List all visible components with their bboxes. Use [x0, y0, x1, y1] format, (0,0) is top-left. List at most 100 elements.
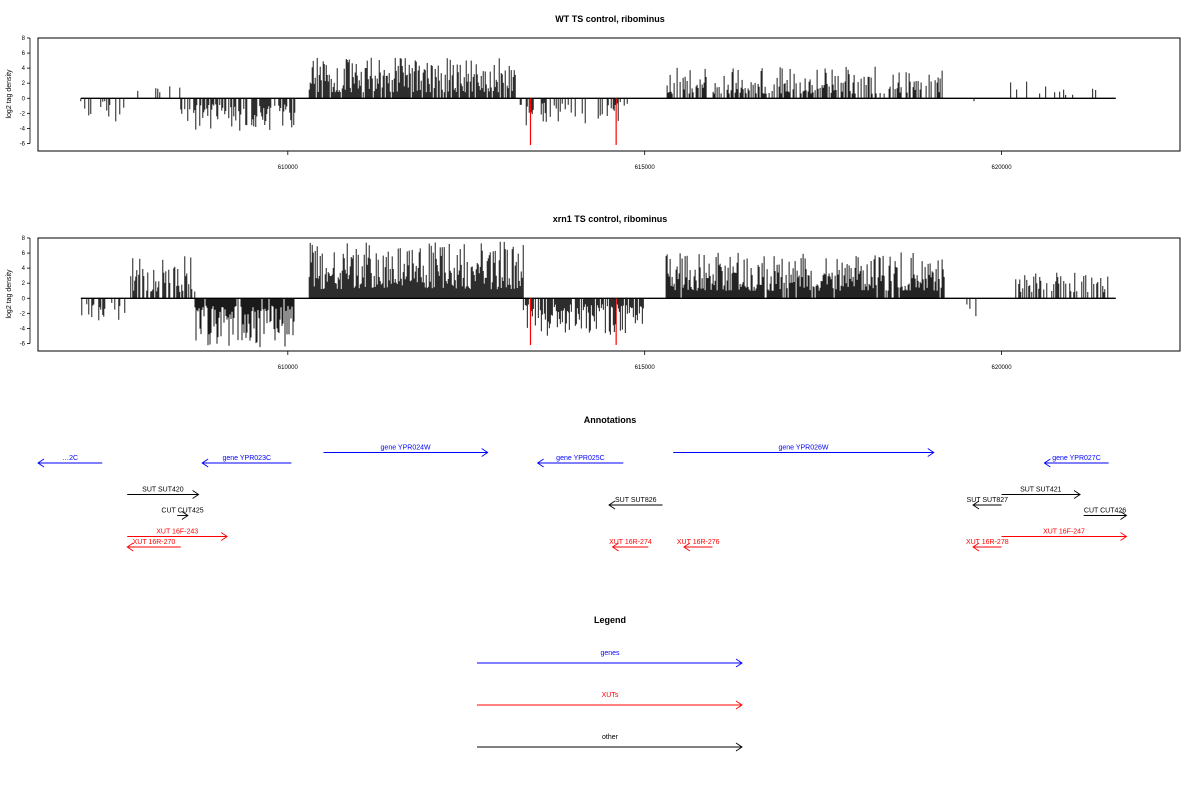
y-tick-label: 8	[22, 36, 26, 42]
feature-label: gene YPR024W	[381, 445, 431, 452]
feature-label: XUT 16R-278	[966, 539, 1009, 546]
y-tick-label: 4	[22, 66, 26, 72]
annotation-feature: XUT 16R-276	[677, 539, 720, 552]
arrowhead	[1073, 490, 1081, 499]
xrn1-plot-frame	[37, 237, 1181, 352]
x-tick-label: 610000	[278, 165, 299, 171]
feature-label: CUT CUT425	[161, 508, 203, 515]
arrowhead	[735, 658, 743, 668]
annotation-feature: SUT SUT421	[1001, 487, 1081, 499]
annotation-feature: XUT 16F-247	[1001, 529, 1128, 541]
annotation-feature: gene YPR023C	[201, 455, 292, 468]
x-tick-label: 615000	[635, 365, 656, 371]
y-tick-label: -4	[20, 126, 26, 132]
legend: Legend genes XUTs other	[477, 615, 743, 752]
feature-label: CUT CUT426	[1084, 508, 1126, 515]
wt-panel-title: WT TS control, ribominus	[555, 14, 665, 24]
wt-y-axis-label: log2 tag density	[6, 69, 13, 119]
annotation-feature: XUT 16R-278	[966, 539, 1009, 552]
arrowhead	[201, 458, 209, 468]
arrowhead	[536, 458, 544, 468]
annotation-feature: CUT CUT425	[161, 508, 204, 520]
xrn1-x-axis: 610000 615000 620000	[278, 351, 1012, 371]
arrowhead	[192, 490, 200, 499]
y-tick-label: 0	[22, 96, 26, 102]
feature-label: SUT SUT421	[1020, 487, 1062, 494]
annotation-feature: …2C	[37, 455, 103, 468]
annotation-feature: CUT CUT426	[1083, 508, 1128, 520]
feature-label: XUT 16F-243	[156, 529, 198, 536]
feature-label: gene YPR025C	[556, 455, 605, 462]
x-tick-label: 620000	[992, 365, 1013, 371]
xrn1-panel-title: xrn1 TS control, ribominus	[553, 214, 668, 224]
annotation-feature: XUT 16F-243	[127, 529, 228, 541]
wt-coverage-panel: WT TS control, ribominus log2 tag densit…	[6, 14, 1181, 171]
wt-plot-frame	[37, 37, 1181, 152]
feature-label: gene YPR023C	[223, 455, 272, 462]
x-tick-label: 620000	[992, 165, 1013, 171]
legend-item: genes	[477, 650, 743, 668]
y-tick-label: 4	[22, 266, 26, 272]
wt-coverage-bars	[80, 57, 1116, 145]
arrowhead	[611, 542, 619, 552]
arrowhead	[37, 458, 45, 468]
legend-item: other	[477, 734, 743, 752]
legend-item: XUTs	[477, 692, 743, 710]
arrowhead	[1043, 458, 1051, 468]
arrowhead	[126, 542, 134, 552]
xrn1-coverage-panel: xrn1 TS control, ribominus log2 tag dens…	[6, 214, 1181, 371]
annotation-feature: SUT SUT826	[608, 497, 663, 510]
y-tick-label: -2	[20, 111, 26, 117]
legend-item-label: XUTs	[602, 692, 619, 699]
arrowhead	[972, 500, 980, 510]
annotation-feature: gene YPR027C	[1043, 455, 1109, 468]
y-tick-label: 6	[22, 51, 26, 57]
annotation-feature: gene YPR024W	[323, 445, 489, 457]
legend-title: Legend	[594, 615, 626, 625]
wt-y-axis: 8 6 4 2 0 -2 -4 -6	[20, 36, 31, 147]
x-tick-label: 610000	[278, 365, 299, 371]
arrowhead	[481, 448, 489, 457]
y-tick-label: 2	[22, 281, 26, 287]
annotation-feature: XUT 16R-274	[609, 539, 652, 552]
feature-label: XUT 16R-270	[133, 539, 176, 546]
feature-label: XUT 16R-276	[677, 539, 720, 546]
annotation-feature: XUT 16R-270	[126, 539, 181, 552]
xrn1-coverage-bars	[80, 241, 1116, 348]
feature-label: XUT 16R-274	[609, 539, 652, 546]
feature-label: SUT SUT827	[967, 497, 1009, 504]
y-tick-label: 6	[22, 251, 26, 257]
wt-x-axis: 610000 615000 620000	[278, 151, 1012, 171]
feature-label: gene YPR026W	[778, 445, 828, 452]
annotation-feature: SUT SUT827	[967, 497, 1009, 510]
feature-label: XUT 16F-247	[1043, 529, 1085, 536]
arrowhead	[735, 700, 743, 710]
feature-label: gene YPR027C	[1052, 455, 1101, 462]
arrowhead	[608, 500, 616, 510]
arrowhead	[683, 542, 691, 552]
y-tick-label: 0	[22, 296, 26, 302]
arrowhead	[735, 742, 743, 752]
y-tick-label: 8	[22, 236, 26, 242]
arrowhead	[972, 542, 980, 552]
annotation-features: …2C gene YPR023C gene YPR024W gene YPR025C g…	[37, 445, 1128, 552]
xrn1-y-axis: 8 6 4 2 0 -2 -4 -6	[20, 236, 31, 347]
arrowhead	[1120, 532, 1128, 541]
annotation-feature: gene YPR025C	[536, 455, 624, 468]
feature-label: SUT SUT420	[142, 487, 184, 494]
annotation-track: Annotations …2C gene YPR023C gene YPR024W g…	[37, 415, 1128, 552]
annotation-feature: SUT SUT420	[127, 487, 200, 499]
arrowhead	[927, 448, 935, 457]
y-tick-label: -4	[20, 326, 26, 332]
y-tick-label: 2	[22, 81, 26, 87]
arrowhead	[181, 511, 189, 520]
xrn1-y-axis-label: log2 tag density	[6, 269, 13, 319]
annotation-feature: gene YPR026W	[673, 445, 935, 457]
feature-label: SUT SUT826	[615, 497, 657, 504]
y-tick-label: -2	[20, 311, 26, 317]
arrowhead	[220, 532, 228, 541]
annotations-title: Annotations	[584, 415, 637, 425]
legend-item-label: genes	[600, 650, 620, 657]
legend-items: genes XUTs other	[477, 650, 743, 752]
